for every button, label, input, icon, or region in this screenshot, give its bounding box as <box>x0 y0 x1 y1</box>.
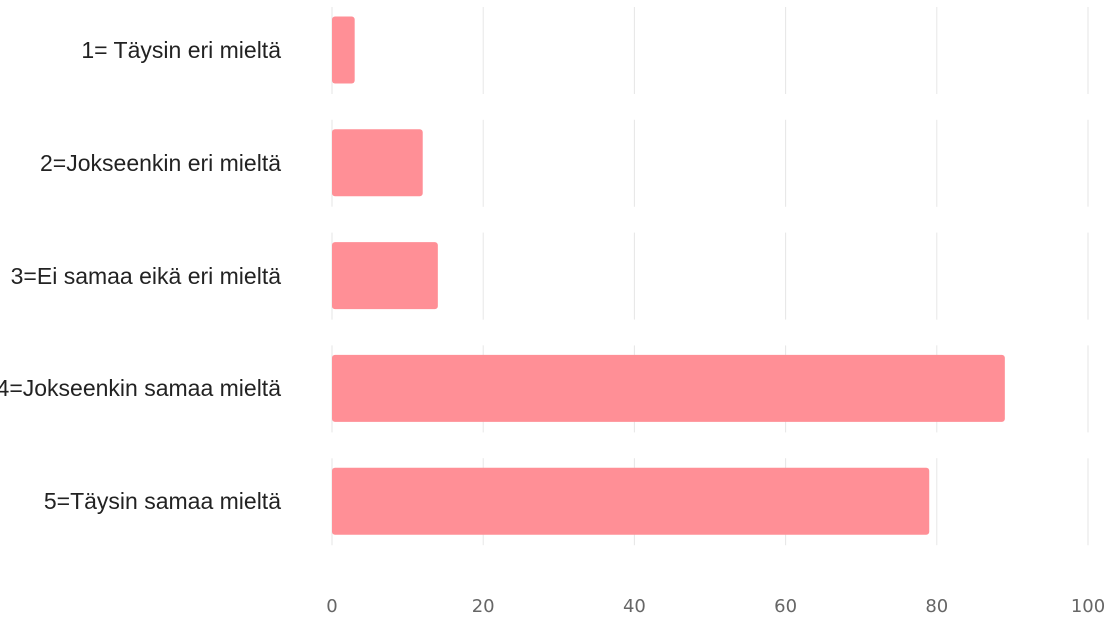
bar <box>332 467 930 535</box>
y-tick-label: 4=Jokseenkin samaa mieltä <box>0 375 281 402</box>
x-tick-label: 0 <box>326 596 337 617</box>
y-tick-label: 3=Ei samaa eikä eri mieltä <box>10 262 281 289</box>
x-tick-label: 60 <box>774 596 797 617</box>
y-tick-label: 1= Täysin eri mieltä <box>81 37 281 63</box>
bar <box>332 242 438 310</box>
x-tick-label: 20 <box>472 596 495 617</box>
y-tick-label: 5=Täysin samaa mieltä <box>43 488 281 515</box>
x-tick-label: 100 <box>1071 596 1105 617</box>
x-tick-label: 80 <box>925 596 948 617</box>
y-tick-label: 2=Jokseenkin eri mieltä <box>40 149 281 176</box>
bar <box>332 354 1005 422</box>
bar <box>332 16 355 84</box>
bar <box>332 129 423 197</box>
x-tick-label: 40 <box>623 596 646 617</box>
